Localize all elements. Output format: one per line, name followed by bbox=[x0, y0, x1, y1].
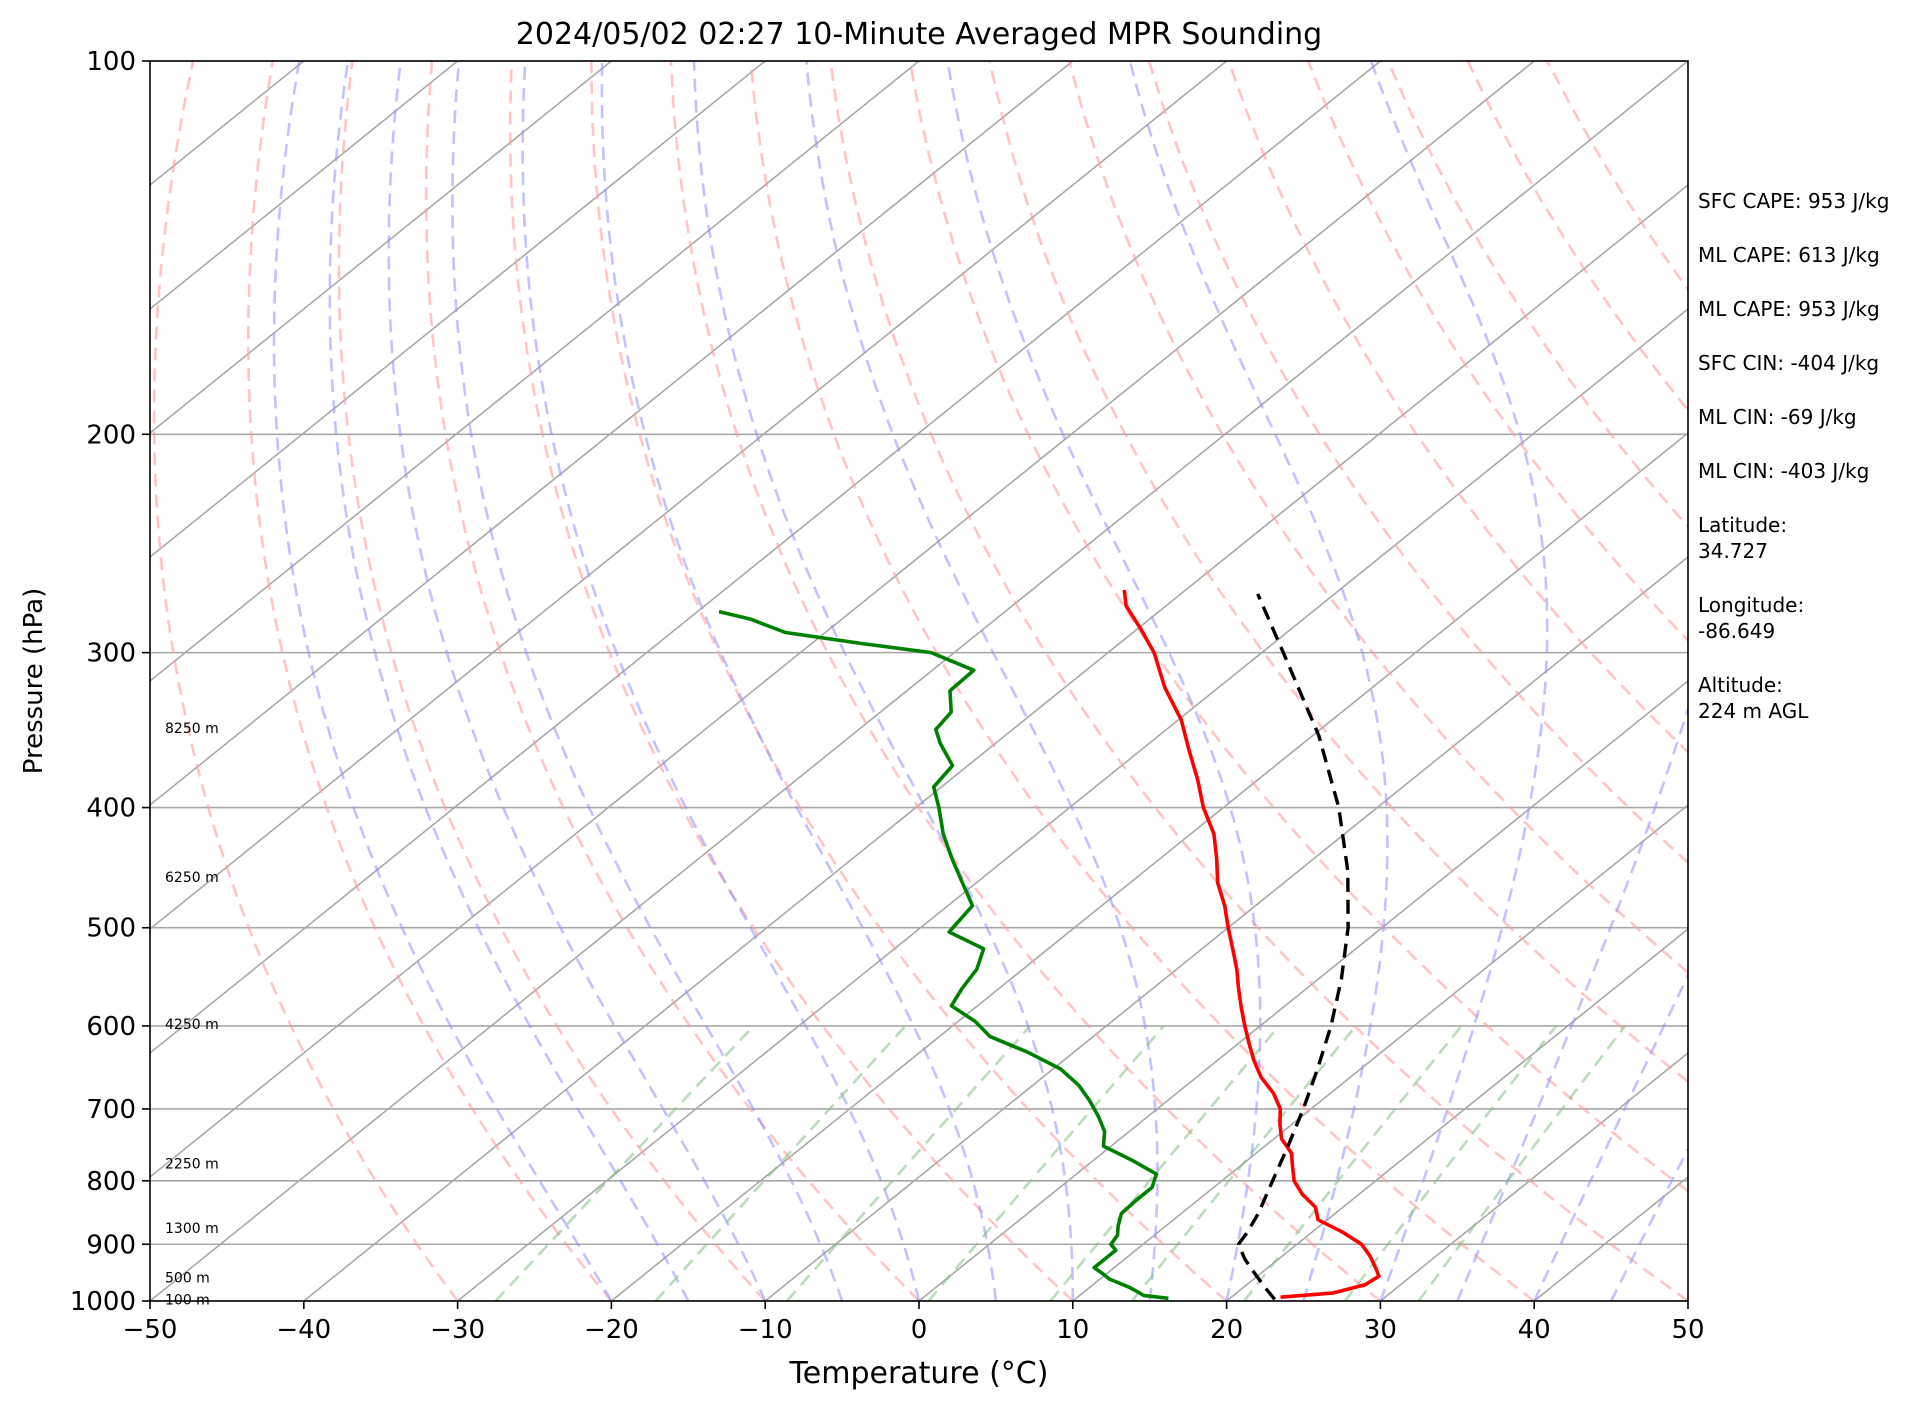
x-tick-label: −30 bbox=[430, 1315, 485, 1345]
dewpoint-profile-line bbox=[718, 609, 1169, 1301]
dry-adiabat-line bbox=[1067, 61, 1688, 975]
height-label: 1300 m bbox=[165, 1221, 219, 1237]
x-tick-label: −40 bbox=[276, 1315, 331, 1345]
dry-adiabat-line bbox=[152, 61, 459, 1301]
moist-adiabat-line bbox=[600, 61, 998, 1301]
dry-adiabat-line bbox=[669, 61, 1382, 1301]
mixing-ratio-line bbox=[1417, 1025, 1627, 1301]
dry-adiabat-line bbox=[246, 61, 613, 1301]
isotherm-line bbox=[1072, 803, 1688, 1301]
temperature-profile-line bbox=[1122, 589, 1381, 1299]
x-tick-label: 50 bbox=[1671, 1315, 1704, 1345]
dry-adiabat-line bbox=[590, 61, 1228, 1301]
altitude-text: Altitude: 224 m AGL bbox=[1698, 673, 1809, 723]
mixing-ratio-line bbox=[1243, 1025, 1463, 1301]
ml-cape-text-2: ML CAPE: 953 J/kg bbox=[1698, 297, 1880, 321]
isotherm-line bbox=[764, 555, 1688, 1301]
longitude-text: Longitude: -86.649 bbox=[1698, 593, 1805, 643]
x-axis-label: Temperature (°C) bbox=[789, 1356, 1049, 1391]
chart-title: 2024/05/02 02:27 10-Minute Averaged MPR … bbox=[516, 17, 1322, 52]
dry-adiabat-line bbox=[749, 61, 1535, 1301]
isotherm-line bbox=[150, 61, 1688, 1301]
mixing-ratio-line bbox=[1049, 1025, 1280, 1301]
isotherm-line bbox=[150, 61, 612, 435]
y-tick-label: 400 bbox=[86, 794, 136, 824]
x-tick-label: 10 bbox=[1056, 1315, 1089, 1345]
moist-adiabat-line bbox=[328, 61, 690, 1301]
y-tick-label: 700 bbox=[86, 1095, 136, 1125]
dry-adiabat-line bbox=[829, 61, 1688, 1301]
isotherm-line bbox=[1226, 927, 1688, 1301]
isotherm-line bbox=[150, 61, 1228, 931]
parcel-profile-line bbox=[1236, 593, 1350, 1301]
moist-adiabat-line bbox=[1369, 61, 1549, 1301]
y-tick-label: 300 bbox=[86, 639, 136, 669]
height-label: 6250 m bbox=[165, 870, 219, 886]
x-tick-label: 30 bbox=[1364, 1315, 1397, 1345]
moist-adiabat-line bbox=[805, 61, 1159, 1301]
ml-cin-text: ML CIN: -69 J/kg bbox=[1698, 405, 1857, 429]
height-label: 4250 m bbox=[165, 1017, 219, 1033]
x-tick-label: 40 bbox=[1518, 1315, 1551, 1345]
isotherm-line bbox=[150, 61, 766, 559]
dry-adiabat-line bbox=[1147, 61, 1688, 865]
x-tick-label: 0 bbox=[911, 1315, 928, 1345]
sfc-cape-text: SFC CAPE: 953 J/kg bbox=[1698, 189, 1890, 213]
height-label: 100 m bbox=[165, 1292, 210, 1308]
moist-adiabat-line bbox=[1456, 61, 1688, 1301]
dry-adiabat-line bbox=[988, 61, 1688, 1084]
y-tick-label: 100 bbox=[86, 47, 136, 77]
x-tick-label: 20 bbox=[1210, 1315, 1243, 1345]
mixing-ratio-line bbox=[654, 1025, 907, 1301]
x-tick-label: −20 bbox=[584, 1315, 639, 1345]
isotherm-line bbox=[150, 61, 1535, 1179]
moist-adiabat-line bbox=[272, 61, 613, 1301]
mixing-ratio-line bbox=[494, 1025, 755, 1301]
moist-adiabat-line bbox=[946, 61, 1262, 1301]
sounding-stats-panel: SFC CAPE: 953 J/kg ML CAPE: 613 J/kg ML … bbox=[1698, 188, 1918, 752]
mixing-ratio-line bbox=[927, 1025, 1165, 1301]
isotherm-line bbox=[150, 61, 459, 311]
x-tick-label: −50 bbox=[123, 1315, 178, 1345]
ml-cin-text-2: ML CIN: -403 J/kg bbox=[1698, 459, 1870, 483]
mixing-ratio-line bbox=[786, 1025, 1032, 1301]
y-tick-label: 600 bbox=[86, 1012, 136, 1042]
isotherm-line bbox=[303, 183, 1688, 1301]
y-tick-label: 900 bbox=[86, 1230, 136, 1260]
isotherm-line bbox=[1379, 1051, 1688, 1301]
isotherm-line bbox=[457, 307, 1688, 1301]
moist-adiabat-line bbox=[521, 61, 921, 1301]
y-tick-label: 500 bbox=[86, 914, 136, 944]
moist-adiabat-line bbox=[692, 61, 1075, 1301]
moist-adiabat-line bbox=[1533, 972, 1688, 1301]
isotherm-line bbox=[918, 679, 1688, 1301]
height-label: 8250 m bbox=[165, 721, 219, 737]
dry-adiabat-line bbox=[508, 61, 1074, 1301]
y-tick-label: 1000 bbox=[70, 1287, 136, 1317]
isotherm-line bbox=[150, 61, 920, 683]
ml-cape-text: ML CAPE: 613 J/kg bbox=[1698, 243, 1880, 267]
moist-adiabat-line bbox=[387, 61, 767, 1301]
y-tick-label: 200 bbox=[86, 420, 136, 450]
y-axis-label: Pressure (hPa) bbox=[19, 588, 49, 775]
height-label: 500 m bbox=[165, 1270, 210, 1286]
height-label: 2250 m bbox=[165, 1157, 219, 1173]
dry-adiabat-line bbox=[337, 61, 767, 1301]
moist-adiabat-line bbox=[1128, 61, 1389, 1301]
isotherm-line bbox=[150, 61, 1381, 1055]
y-tick-label: 800 bbox=[86, 1167, 136, 1197]
sfc-cin-text: SFC CIN: -404 J/kg bbox=[1698, 351, 1880, 375]
moist-adiabat-line bbox=[451, 61, 844, 1301]
x-tick-label: −10 bbox=[738, 1315, 793, 1345]
latitude-text: Latitude: 34.727 bbox=[1698, 513, 1788, 563]
isotherm-line bbox=[610, 431, 1688, 1301]
isotherm-line bbox=[150, 61, 1074, 807]
mixing-ratio-line bbox=[1131, 1025, 1357, 1301]
